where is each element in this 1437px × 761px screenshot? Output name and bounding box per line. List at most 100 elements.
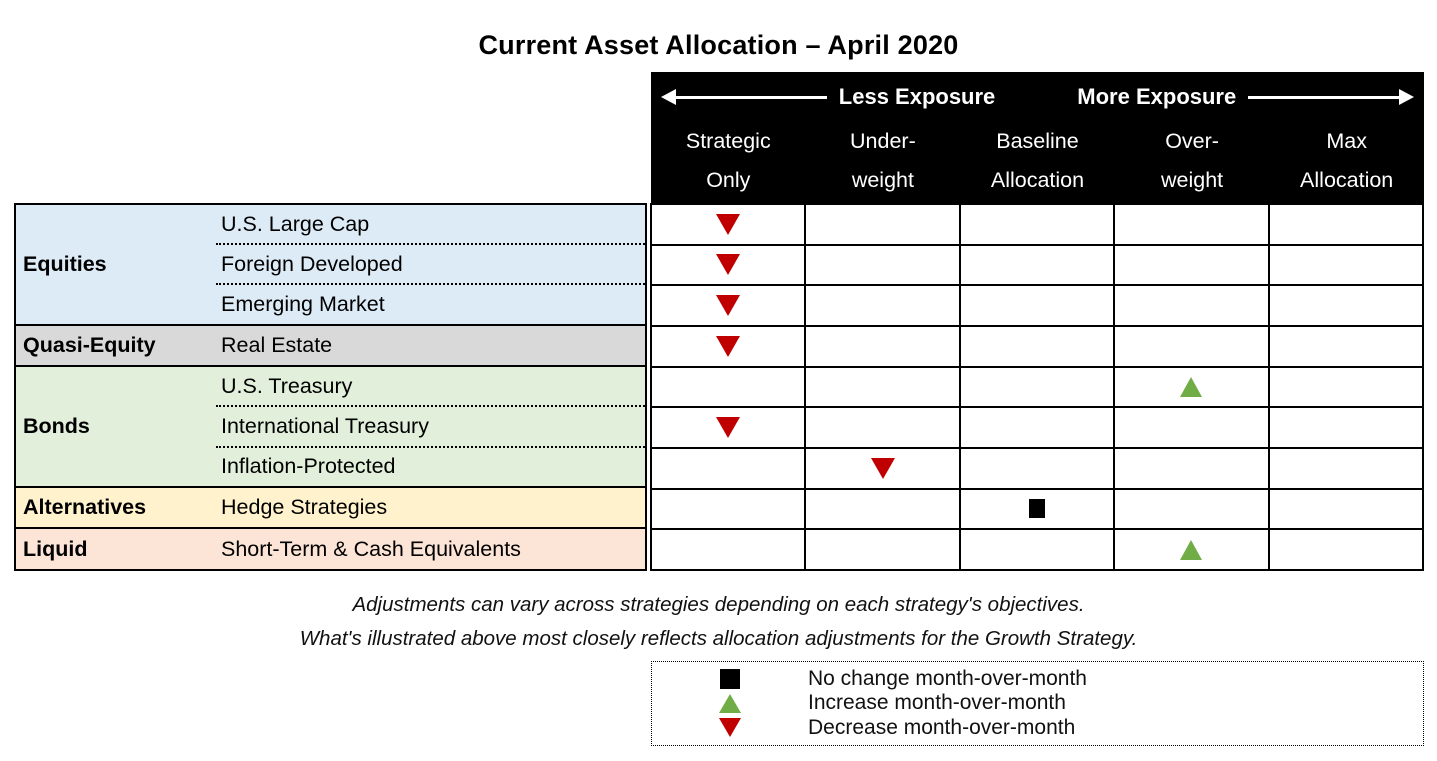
decrease-marker-icon xyxy=(716,417,741,439)
allocation-cell xyxy=(1269,367,1422,407)
asset-row: U.S. Treasury xyxy=(221,373,353,398)
allocation-cell xyxy=(806,327,959,366)
allocation-cell xyxy=(806,205,959,244)
category-block: Equities U.S. Large Cap Foreign Developed E… xyxy=(16,205,645,326)
legend-item: Increase month-over-month xyxy=(652,691,1423,715)
legend-label: Decrease month-over-month xyxy=(808,715,1076,739)
asset-row: Foreign Developed xyxy=(216,243,645,283)
legend-item: No change month-over-month xyxy=(652,667,1423,691)
allocation-cell xyxy=(1115,449,1268,488)
legend-box: No change month-over-month Increase month… xyxy=(651,661,1424,746)
allocation-cell xyxy=(1115,408,1268,447)
asset-list: U.S. Treasury International Treasury Infla… xyxy=(216,367,645,486)
allocation-cell xyxy=(806,286,959,325)
page-title: Current Asset Allocation – April 2020 xyxy=(478,30,959,60)
right-arrow-icon xyxy=(1399,89,1415,105)
column-header: Max Allocation xyxy=(1300,129,1394,192)
allocation-cell xyxy=(652,530,805,569)
asset-list: Short-Term & Cash Equivalents xyxy=(216,529,645,569)
column-header: Under-weight xyxy=(850,129,916,192)
allocation-grid xyxy=(650,203,1424,571)
allocation-cell xyxy=(960,245,1114,285)
category-label: Liquid xyxy=(23,536,88,561)
allocation-cell xyxy=(652,286,805,325)
allocation-cell xyxy=(960,367,1114,407)
allocation-cell xyxy=(806,245,959,285)
allocation-cell xyxy=(1269,530,1422,569)
allocation-cell xyxy=(1269,327,1422,366)
allocation-cell xyxy=(960,408,1114,447)
allocation-cell xyxy=(1269,286,1422,325)
category-block: Liquid Short-Term & Cash Equivalents xyxy=(16,529,645,570)
asset-row: International Treasury xyxy=(216,405,645,445)
right-arrow-line xyxy=(1248,95,1400,99)
allocation-cell xyxy=(960,530,1114,569)
no-change-marker-icon xyxy=(720,669,740,690)
footnote-line: Adjustments can vary across strategies d… xyxy=(352,593,1085,616)
allocation-cell xyxy=(806,408,959,447)
decrease-marker-icon xyxy=(716,335,741,357)
column-header: Baseline Allocation xyxy=(990,129,1085,192)
decrease-marker-icon xyxy=(716,213,741,235)
allocation-cell xyxy=(1269,449,1422,488)
category-label: Quasi-Equity xyxy=(23,332,156,357)
legend-label: Increase month-over-month xyxy=(808,691,1066,715)
asset-row: Hedge Strategies xyxy=(221,495,388,520)
asset-list: Hedge Strategies xyxy=(216,488,645,528)
allocation-cell xyxy=(652,449,805,488)
decrease-marker-icon xyxy=(719,718,741,738)
increase-marker-icon xyxy=(719,693,741,713)
asset-row: Inflation-Protected xyxy=(216,445,645,486)
allocation-cell xyxy=(1115,530,1268,569)
category-block: Quasi-Equity Real Estate xyxy=(16,325,645,368)
allocation-cell xyxy=(960,489,1114,529)
category-label: Equities xyxy=(23,251,107,276)
more-exposure-label: More Exposure xyxy=(1077,84,1237,109)
asset-list: U.S. Large Cap Foreign Developed Emerging … xyxy=(216,205,645,324)
decrease-marker-icon xyxy=(716,254,741,276)
left-arrow-line xyxy=(676,95,827,99)
allocation-cell xyxy=(806,367,959,407)
allocation-cell xyxy=(806,449,959,488)
legend-item: Decrease month-over-month xyxy=(652,716,1423,740)
legend-label: No change month-over-month xyxy=(808,667,1087,691)
allocation-table: Equities U.S. Large Cap Foreign Developed E… xyxy=(14,203,1424,571)
allocation-cell xyxy=(652,408,805,447)
decrease-marker-icon xyxy=(716,295,741,317)
exposure-arrow-row: Less Exposure More Exposure xyxy=(651,72,1424,122)
increase-marker-icon xyxy=(1180,376,1203,397)
allocation-cell xyxy=(652,245,805,285)
category-block: Alternatives Hedge Strategies xyxy=(16,487,645,530)
category-label: Bonds xyxy=(23,414,90,439)
less-exposure-label: Less Exposure xyxy=(838,84,996,109)
footnote-line: What's illustrated above most closely re… xyxy=(299,627,1138,650)
increase-marker-icon xyxy=(1180,539,1203,560)
asset-row: Short-Term & Cash Equivalents xyxy=(221,536,521,561)
exposure-columns: Strategic Only Under-weight Baseline Allocat… xyxy=(651,122,1424,200)
allocation-cell xyxy=(1269,205,1422,244)
allocation-cell xyxy=(960,327,1114,366)
allocation-cell xyxy=(1115,286,1268,325)
legend-icon-cell xyxy=(652,693,808,713)
asset-list: Real Estate xyxy=(216,326,645,366)
column-header: Over-weight xyxy=(1161,129,1224,192)
category-panel: Equities U.S. Large Cap Foreign Developed E… xyxy=(14,203,647,571)
allocation-cell xyxy=(806,489,959,529)
asset-row: Emerging Market xyxy=(216,283,645,323)
allocation-cell xyxy=(806,530,959,569)
legend-icon-cell xyxy=(652,718,808,738)
allocation-cell xyxy=(652,327,805,366)
footnotes: Adjustments can vary across strategies d… xyxy=(0,588,1437,656)
decrease-marker-icon xyxy=(870,457,895,479)
legend-icon-cell xyxy=(652,669,808,690)
allocation-cell xyxy=(1115,489,1268,529)
category-label: Alternatives xyxy=(23,495,147,520)
allocation-cell xyxy=(960,205,1114,244)
allocation-cell xyxy=(1269,489,1422,529)
asset-row: Real Estate xyxy=(221,332,333,357)
allocation-cell xyxy=(1269,408,1422,447)
allocation-cell xyxy=(1115,327,1268,366)
no-change-marker-icon xyxy=(1028,499,1045,519)
allocation-cell xyxy=(1115,367,1268,407)
